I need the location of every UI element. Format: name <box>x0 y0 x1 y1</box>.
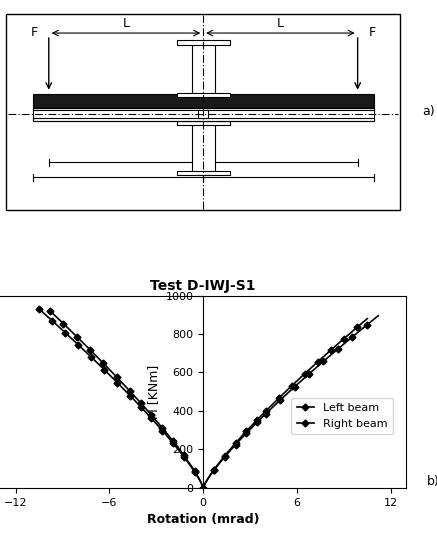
Right beam <box>365 315 370 322</box>
X-axis label: Rotation (mrad): Rotation (mrad) <box>147 513 260 526</box>
Right beam <box>339 338 344 344</box>
Bar <box>177 93 229 97</box>
Text: b): b) <box>427 475 437 488</box>
Text: L: L <box>122 17 129 30</box>
Bar <box>32 119 374 121</box>
Right beam <box>336 340 341 346</box>
Right beam <box>201 485 206 491</box>
Left beam <box>83 349 89 356</box>
Right beam <box>246 425 251 432</box>
Bar <box>198 110 208 119</box>
Bar <box>32 108 374 121</box>
Right beam <box>235 437 240 444</box>
Left beam <box>201 485 206 491</box>
Left beam <box>177 448 182 454</box>
Bar <box>192 121 215 172</box>
Bar <box>177 171 229 176</box>
Bar <box>32 94 374 108</box>
Title: Test D-IWJ-S1: Test D-IWJ-S1 <box>150 279 256 293</box>
Left beam <box>78 344 83 351</box>
Text: F: F <box>31 25 38 38</box>
Text: F: F <box>368 25 375 38</box>
Bar <box>192 43 215 95</box>
Line: Left beam: Left beam <box>37 307 206 490</box>
Bar <box>177 121 229 125</box>
Left beam <box>36 306 42 312</box>
Bar <box>177 40 229 45</box>
Left beam <box>135 401 141 407</box>
Text: L: L <box>277 17 284 30</box>
Y-axis label: M [KNm]: M [KNm] <box>147 365 160 419</box>
Bar <box>32 108 374 110</box>
Right beam <box>239 433 245 439</box>
Legend: Left beam, Right beam: Left beam, Right beam <box>291 397 393 434</box>
Left beam <box>91 356 97 363</box>
Left beam <box>179 451 184 457</box>
Line: Right beam: Right beam <box>201 316 370 490</box>
Text: a): a) <box>423 105 435 118</box>
Right beam <box>284 388 289 394</box>
